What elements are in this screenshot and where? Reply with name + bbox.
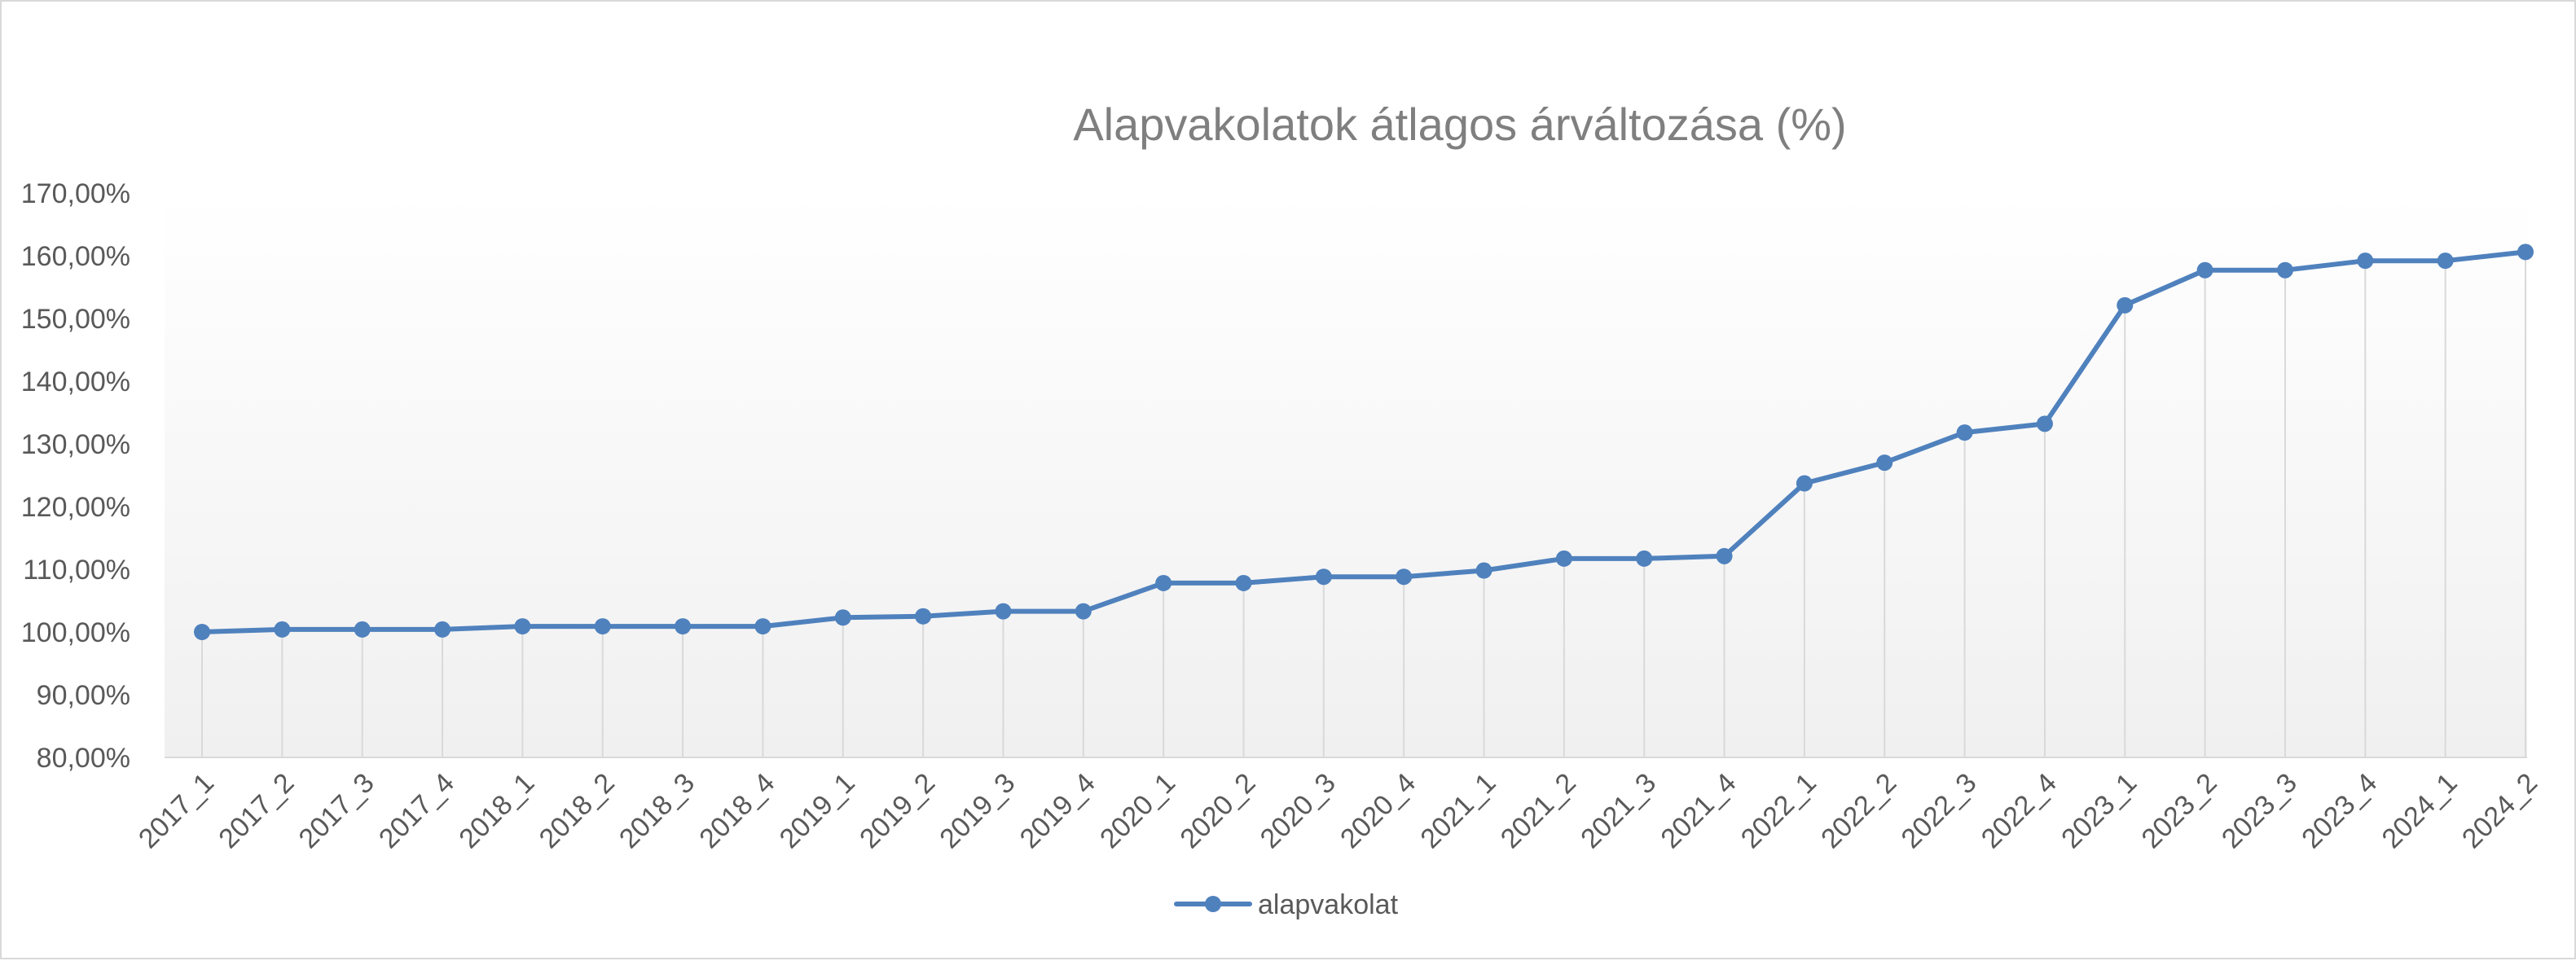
- y-tick-label: 110,00%: [23, 555, 130, 586]
- x-tick-label: 2020_2: [1174, 767, 1261, 854]
- legend-label: alapvakolat: [1258, 889, 1399, 920]
- data-point: [1636, 550, 1653, 567]
- x-tick-label: 2019_4: [1014, 767, 1101, 854]
- data-point: [1075, 603, 1092, 620]
- data-point: [2437, 252, 2454, 270]
- x-tick-label: 2024_2: [2456, 767, 2543, 854]
- data-point: [2357, 252, 2374, 270]
- data-point: [2517, 244, 2534, 261]
- data-point: [1235, 574, 1252, 591]
- x-axis-ticks: 2017_12017_22017_32017_42018_12018_22018…: [133, 767, 2543, 854]
- legend-marker-swatch: [1205, 896, 1221, 912]
- y-tick-label: 90,00%: [37, 680, 130, 711]
- x-tick-label: 2017_4: [373, 767, 460, 854]
- series-points: [194, 244, 2534, 640]
- legend: alapvakolat: [1174, 889, 1399, 920]
- data-point: [1876, 454, 1893, 472]
- x-tick-label: 2024_1: [2376, 767, 2464, 854]
- x-tick-label: 2018_2: [534, 767, 621, 854]
- y-tick-label: 170,00%: [21, 178, 130, 209]
- x-tick-label: 2017_1: [133, 767, 220, 854]
- x-tick-label: 2018_1: [453, 767, 540, 854]
- x-tick-label: 2023_4: [2296, 767, 2383, 854]
- data-point: [1155, 574, 1172, 591]
- data-point: [1396, 568, 1413, 586]
- data-point: [274, 621, 291, 638]
- data-point: [1716, 547, 1733, 564]
- x-tick-label: 2023_2: [2136, 767, 2223, 854]
- x-tick-label: 2019_2: [854, 767, 941, 854]
- data-point: [514, 618, 531, 635]
- y-tick-label: 130,00%: [21, 429, 130, 460]
- data-point: [594, 618, 611, 635]
- data-point: [1315, 568, 1332, 586]
- data-point: [194, 624, 210, 640]
- x-tick-label: 2022_3: [1895, 767, 1982, 854]
- data-point: [1956, 424, 1973, 441]
- x-tick-label: 2021_1: [1414, 767, 1501, 854]
- y-tick-label: 150,00%: [21, 304, 130, 335]
- data-point: [675, 618, 692, 635]
- x-tick-label: 2019_1: [774, 767, 861, 854]
- y-axis-ticks: 80,00% 90,00% 100,00% 110,00% 120,00% 130,00%…: [21, 178, 130, 774]
- data-point: [1796, 475, 1813, 492]
- x-tick-label: 2020_1: [1094, 767, 1181, 854]
- plot-background: [165, 193, 2527, 757]
- data-point: [2196, 261, 2213, 279]
- x-tick-label: 2018_3: [613, 767, 701, 854]
- chart-title: Alapvakolatok átlagos árváltozása (%): [1073, 99, 1846, 150]
- data-point: [2276, 261, 2293, 279]
- data-point: [1555, 550, 1572, 567]
- x-tick-label: 2020_3: [1255, 767, 1342, 854]
- x-tick-label: 2021_4: [1655, 767, 1742, 854]
- series-line-alapvakolat: [200, 249, 2528, 634]
- y-tick-label: 100,00%: [21, 617, 130, 648]
- x-tick-label: 2020_4: [1334, 767, 1422, 854]
- y-tick-label: 160,00%: [21, 241, 130, 272]
- x-tick-label: 2023_3: [2216, 767, 2303, 854]
- data-point: [354, 621, 371, 638]
- y-tick-label: 140,00%: [21, 366, 130, 397]
- x-tick-label: 2022_4: [1976, 767, 2063, 854]
- y-tick-label: 80,00%: [37, 743, 130, 774]
- data-point: [995, 603, 1012, 620]
- x-tick-label: 2019_3: [934, 767, 1021, 854]
- x-tick-label: 2022_1: [1735, 767, 1822, 854]
- data-point: [2036, 415, 2053, 432]
- data-point: [1475, 562, 1492, 579]
- data-point: [915, 608, 932, 625]
- x-tick-label: 2023_1: [2055, 767, 2143, 854]
- data-point: [2117, 296, 2134, 314]
- data-point: [754, 618, 771, 635]
- data-point: [434, 621, 451, 638]
- x-tick-label: 2018_4: [693, 767, 780, 854]
- x-tick-label: 2017_3: [293, 767, 380, 854]
- x-tick-label: 2021_2: [1495, 767, 1582, 854]
- data-point: [834, 609, 851, 626]
- y-tick-label: 120,00%: [21, 492, 130, 523]
- x-tick-label: 2022_2: [1815, 767, 1902, 854]
- drop-lines: [201, 252, 2526, 757]
- x-tick-label: 2021_3: [1575, 767, 1662, 854]
- x-tick-label: 2017_2: [213, 767, 300, 854]
